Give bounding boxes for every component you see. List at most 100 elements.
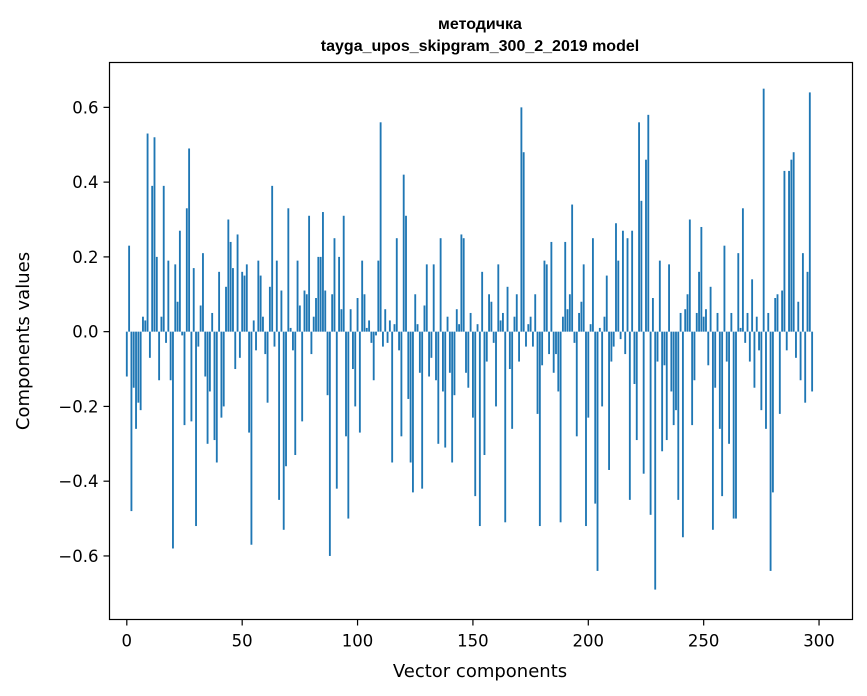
bar (370, 331, 373, 343)
bar (686, 294, 689, 332)
bar (585, 331, 587, 527)
bar (670, 331, 673, 392)
bar (391, 331, 394, 463)
y-tick-label: −0.4 (58, 472, 98, 491)
bar (725, 331, 728, 362)
bar (241, 271, 244, 332)
bar (490, 301, 493, 332)
bar (312, 316, 315, 332)
bar (541, 331, 544, 366)
bar (190, 331, 193, 422)
x-tick-label: 150 (457, 632, 489, 651)
bar (651, 298, 654, 332)
bar (349, 309, 352, 332)
bar (361, 260, 364, 332)
bar (580, 301, 583, 332)
bar (518, 331, 520, 362)
bar (319, 256, 322, 332)
bar (589, 324, 592, 332)
bar (139, 331, 142, 411)
bar (358, 331, 361, 433)
bar (352, 331, 354, 370)
bar (442, 331, 444, 392)
bar (384, 309, 387, 332)
bar (645, 159, 647, 332)
bar (469, 312, 472, 332)
bar (603, 316, 606, 332)
bar (612, 331, 615, 347)
bar (769, 331, 772, 571)
bar (552, 331, 555, 373)
bar (776, 294, 779, 332)
chart-title: методичка (438, 16, 522, 33)
bar (700, 226, 703, 332)
bar (691, 331, 694, 426)
bar (287, 208, 290, 332)
bar (767, 312, 770, 332)
bar (587, 331, 590, 418)
bar (633, 331, 636, 384)
bar (192, 268, 195, 332)
bar (151, 185, 154, 332)
bar (328, 331, 331, 556)
bar (368, 320, 371, 332)
bar (605, 275, 608, 332)
bar (728, 331, 730, 444)
bar (568, 294, 571, 332)
bar (709, 286, 712, 332)
bars-group (125, 88, 814, 590)
bar (755, 316, 758, 332)
bar (559, 331, 562, 523)
bar (695, 312, 698, 332)
y-tick-label: 0.4 (72, 173, 98, 192)
bar (771, 331, 774, 493)
bar (174, 264, 177, 332)
y-tick-label: 0.2 (72, 248, 98, 267)
bar (402, 174, 405, 332)
bar (347, 331, 350, 519)
bar (282, 331, 285, 530)
bar (462, 238, 465, 332)
bar (130, 331, 133, 512)
bar (153, 137, 156, 332)
bar (778, 331, 781, 414)
bar (515, 294, 518, 332)
bar (716, 312, 719, 332)
bar (748, 331, 751, 362)
bar (363, 294, 366, 332)
x-axis-ticks: 0 50 100 150 200 250 300 (122, 619, 835, 651)
bar (437, 331, 440, 444)
bar (326, 331, 329, 396)
bar (520, 107, 523, 332)
bar (495, 331, 497, 407)
x-tick-label: 50 (232, 632, 253, 651)
bar (430, 331, 433, 358)
bar (525, 331, 527, 347)
bar (377, 260, 380, 332)
bar (331, 294, 334, 332)
bar (446, 316, 449, 332)
bar (448, 331, 451, 373)
bar (718, 331, 721, 429)
bar (476, 324, 479, 332)
bar (432, 264, 435, 332)
bar (665, 331, 668, 441)
bar (125, 331, 128, 377)
bar (531, 331, 534, 347)
bar (169, 331, 172, 381)
bar (155, 256, 158, 332)
bar (229, 241, 232, 332)
bar (626, 238, 629, 332)
x-axis-label: Vector components (393, 661, 567, 682)
bar (591, 238, 594, 332)
bar (654, 331, 657, 590)
bar (656, 331, 659, 362)
bar (543, 260, 546, 332)
bar (504, 331, 507, 523)
bar (310, 331, 313, 355)
bar (278, 331, 281, 500)
bar (356, 298, 359, 332)
bar (564, 241, 567, 332)
bar (375, 331, 377, 336)
bar (206, 331, 209, 444)
